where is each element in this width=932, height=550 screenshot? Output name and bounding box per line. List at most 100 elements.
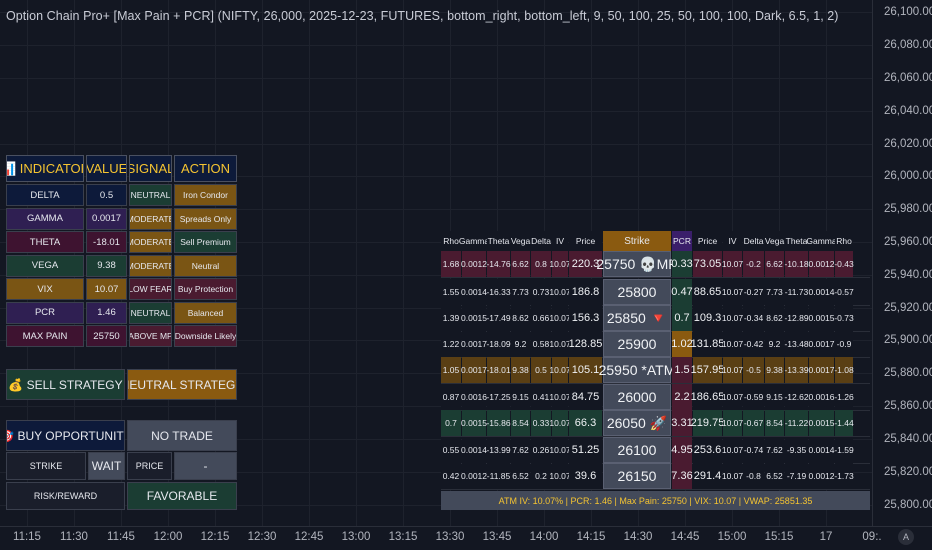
call-greek: 10.07 xyxy=(549,331,571,357)
call-greek: -11.85 xyxy=(487,463,510,489)
call-greek: 0.41 xyxy=(531,384,551,410)
grid-line-h xyxy=(0,406,872,407)
time-tick-label: 15:00 xyxy=(717,531,747,543)
call-greek: 1.39 xyxy=(441,305,461,331)
indicator-action: Spreads Only xyxy=(174,207,237,230)
call-greek: -18.09 xyxy=(486,331,511,357)
put-greek: -9.35 xyxy=(785,437,808,463)
price-tick-label: 26,060.00 xyxy=(884,72,932,84)
grid-line-v xyxy=(262,0,263,526)
put-greek: -0.2 xyxy=(743,251,764,277)
call-greek: 0.66 xyxy=(531,305,551,331)
put-greek: 9.15 xyxy=(765,384,784,410)
price-tick-label: 25,820.00 xyxy=(884,466,932,478)
call-greek: 0.33 xyxy=(531,410,551,436)
time-axis[interactable] xyxy=(0,526,932,550)
call-greek: 0.73 xyxy=(531,279,551,305)
indicator-name-gamma: GAMMA xyxy=(6,207,84,230)
call-price: 51.25 xyxy=(569,437,602,463)
no-trade-label: NO TRADE xyxy=(127,420,237,451)
chain-row-separator xyxy=(441,489,870,490)
strike-price[interactable]: 26100 xyxy=(603,437,671,463)
put-greek: 10.07 xyxy=(722,357,743,383)
put-greek: 10.07 xyxy=(722,279,743,305)
put-greek: -1.26 xyxy=(834,384,854,410)
price-tick-label: 26,020.00 xyxy=(884,138,932,150)
put-greek: -0.67 xyxy=(743,410,764,436)
put-price: 73.05 xyxy=(693,251,722,277)
time-tick-label: 13:45 xyxy=(482,531,512,543)
indicator-value: 0.0017 xyxy=(86,207,127,230)
chain-header-iv-10: IV xyxy=(723,231,742,251)
indicator-title[interactable]: Option Chain Pro+ [Max Pain + PCR] (NIFT… xyxy=(6,9,839,23)
put-greek: -12.89 xyxy=(784,305,809,331)
price-tick-label: 26,100.00 xyxy=(884,6,932,18)
put-greek: 10.07 xyxy=(722,331,743,357)
strike-price[interactable]: 26000 xyxy=(603,384,671,410)
call-greek: -17.25 xyxy=(486,384,511,410)
indicator-name-vega: VEGA xyxy=(6,254,84,277)
strike-price[interactable]: 25950 *ATM xyxy=(599,357,675,383)
call-greek: 0.26 xyxy=(531,437,551,463)
time-tick-label: 13:15 xyxy=(388,531,418,543)
call-price: 128.85 xyxy=(569,331,602,357)
put-greek: -12.62 xyxy=(784,384,809,410)
chain-header-gamma-1: Gamma xyxy=(459,231,489,251)
call-greek: 6.52 xyxy=(511,463,530,489)
put-greek: -11.22 xyxy=(785,410,808,436)
strike-price[interactable]: 25900 xyxy=(603,331,671,357)
indicator-action: Buy Protection xyxy=(174,278,237,300)
call-greek: 0.0016 xyxy=(461,384,487,410)
sell-strategy-label: 💰 SELL STRATEGY xyxy=(6,369,125,400)
call-greek: -14.76 xyxy=(486,251,511,277)
call-greek: 8.62 xyxy=(511,305,530,331)
price-axis[interactable] xyxy=(872,0,932,526)
chain-header-iv-5: IV xyxy=(552,231,568,251)
put-greek: -0.59 xyxy=(743,384,764,410)
put-greek: 6.62 xyxy=(765,251,784,277)
price-tick-label: 25,800.00 xyxy=(884,499,932,511)
put-greek: -1.44 xyxy=(834,410,854,436)
indicator-name-delta: DELTA xyxy=(6,184,84,206)
indicator-signal: ABOVE MP xyxy=(129,325,172,347)
put-greek: -0.43 xyxy=(834,251,854,277)
call-greek: 10.07 xyxy=(549,279,571,305)
put-greek: -0.74 xyxy=(743,437,764,463)
strike-price[interactable]: 26050 🚀 xyxy=(603,410,671,436)
time-tick-label: 12:45 xyxy=(294,531,324,543)
call-price: 186.8 xyxy=(569,279,602,305)
strike-price[interactable]: 25750 💀MP xyxy=(596,251,678,277)
grid-line-h xyxy=(0,472,872,473)
call-greek: 1.55 xyxy=(441,279,461,305)
call-greek: 1.22 xyxy=(441,331,461,357)
price-tick-label: 25,860.00 xyxy=(884,400,932,412)
put-greek: -0.57 xyxy=(834,279,854,305)
strike-price[interactable]: 25800 xyxy=(603,279,671,305)
indicator-value: -18.01 xyxy=(86,231,127,253)
strike-price[interactable]: 25850 🔻 xyxy=(603,305,671,331)
call-greek: 10.07 xyxy=(549,251,571,277)
put-greek: 7.73 xyxy=(765,279,784,305)
indicator-value: 1.46 xyxy=(86,301,127,324)
time-tick-label: 11:30 xyxy=(60,531,88,543)
indicator-signal: MODERATE xyxy=(129,254,172,277)
call-greek: 0.0014 xyxy=(461,279,487,305)
auto-scale-button[interactable]: A xyxy=(898,529,914,545)
strike-price[interactable]: 26150 xyxy=(603,463,671,489)
call-greek: 8.54 xyxy=(511,410,530,436)
grid-line-h xyxy=(0,12,872,13)
call-greek: 0.0015 xyxy=(461,305,487,331)
chain-header-theta-13: Theta xyxy=(785,231,808,251)
strike-label: STRIKE xyxy=(6,452,86,480)
strike-value: WAIT xyxy=(88,452,125,480)
call-price: 156.3 xyxy=(569,305,602,331)
grid-line-v xyxy=(309,0,310,526)
call-greek: 9.15 xyxy=(511,384,530,410)
call-greek: -18.01 xyxy=(486,357,511,383)
put-greek: 9.38 xyxy=(765,357,784,383)
strike-pcr: 3.31 xyxy=(671,410,693,436)
time-tick-label: 12:30 xyxy=(247,531,277,543)
call-greek: 7.73 xyxy=(511,279,530,305)
indicator-name-pcr: PCR xyxy=(6,301,84,324)
chain-header-rho-15: Rho xyxy=(835,231,853,251)
